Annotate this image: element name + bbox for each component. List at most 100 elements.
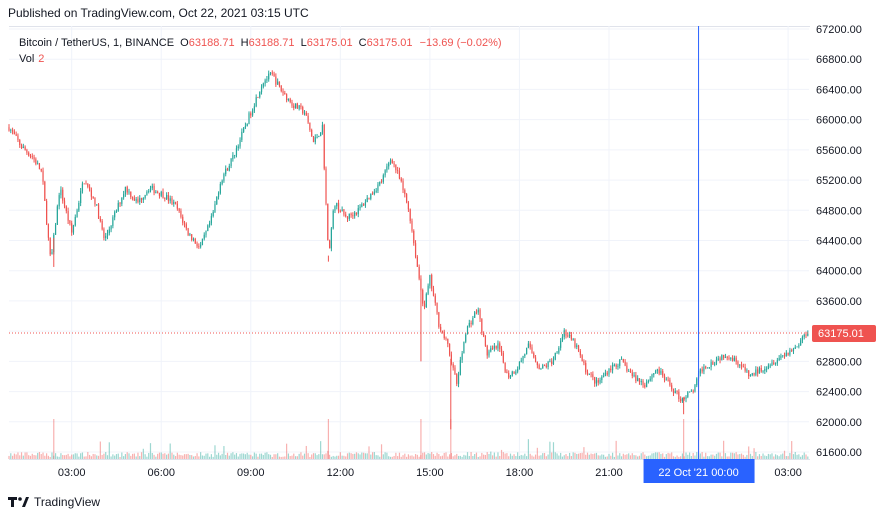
volume-bar (617, 455, 619, 459)
volume-bar (515, 456, 517, 459)
volume-bar (314, 453, 316, 459)
volume-bar (63, 455, 66, 459)
candle-body (803, 334, 805, 337)
volume-bar (690, 456, 692, 459)
volume-bar (137, 452, 139, 459)
volume-bar (610, 455, 612, 459)
candle-body (491, 348, 494, 350)
candle-body (51, 252, 53, 255)
volume-bar (572, 452, 574, 459)
candle-body (595, 380, 598, 384)
volume-bar (558, 455, 560, 459)
volume-bar (140, 452, 143, 459)
volume-bar (207, 453, 209, 459)
volume-bar (382, 454, 384, 459)
candle-body (157, 191, 159, 193)
volume-bar (780, 454, 782, 459)
volume-bar (676, 455, 678, 459)
candle-body (268, 73, 270, 80)
candle-body (517, 368, 519, 372)
volume-bar (588, 454, 590, 459)
volume-bar (547, 454, 549, 459)
volume-bar (167, 453, 170, 459)
volume-bar (694, 455, 696, 459)
candle-body (208, 223, 211, 226)
volume-bar (751, 455, 753, 459)
candle-body (379, 181, 381, 185)
candle-body (407, 202, 410, 210)
volume-bar (796, 454, 798, 459)
candle-body (608, 368, 610, 375)
volume-bar (364, 453, 367, 459)
candle-body (253, 106, 255, 111)
symbol-name[interactable]: Bitcoin / TetherUS, 1, BINANCE (19, 37, 175, 49)
volume-bar (370, 454, 372, 459)
close-label: C (358, 37, 367, 49)
volume-bar (447, 456, 449, 459)
volume-bar (468, 456, 470, 459)
candle-body (466, 326, 469, 335)
candle-body (706, 367, 709, 369)
candle-body (766, 368, 768, 370)
close-value: 63175.01 (366, 37, 413, 49)
candle-body (101, 220, 103, 230)
candle-body (744, 366, 746, 371)
candle-body (590, 373, 592, 375)
volume-bar (782, 453, 784, 459)
volume-bar (307, 453, 309, 459)
volume-bar (671, 452, 673, 459)
volume-bar (554, 452, 556, 459)
volume-bar (380, 444, 383, 459)
candle-body (540, 368, 542, 370)
candle-body (479, 309, 481, 319)
volume-bar (443, 452, 445, 459)
candle-body (166, 195, 168, 199)
candle-body (337, 202, 340, 212)
volume-bar (565, 454, 567, 459)
volume-bar (198, 456, 200, 459)
candle-body (576, 345, 578, 347)
candle-body (637, 378, 639, 382)
candle-body (792, 348, 795, 352)
legend-ohlc-row: Bitcoin / TetherUS, 1, BINANCE O63188.71… (19, 35, 502, 51)
volume-bar (506, 453, 508, 459)
volume-bar (232, 452, 234, 459)
candle-body (807, 333, 809, 336)
volume-bar (268, 454, 270, 459)
candle-body (35, 159, 37, 165)
candle-body (552, 359, 555, 364)
candle-body (325, 168, 327, 204)
volume-bar (293, 453, 295, 459)
candle-body (239, 139, 241, 147)
candle-body (17, 135, 19, 141)
volume-bar (642, 452, 644, 459)
candle-body (151, 185, 153, 189)
volume-bar (189, 455, 191, 459)
volume-label[interactable]: Vol (19, 53, 35, 65)
volume-bar (688, 452, 691, 459)
candle-body (543, 365, 546, 367)
candle-body (131, 197, 134, 199)
candle-body (472, 317, 474, 325)
candle-body (81, 183, 84, 192)
volume-bar (133, 453, 135, 459)
candle-body (739, 364, 741, 366)
volume-bar (174, 456, 177, 459)
volume-bar (404, 453, 406, 459)
volume-bar (567, 456, 569, 459)
high-value: 63188.71 (248, 37, 295, 49)
candle-body (735, 357, 737, 362)
volume-bar (244, 454, 247, 459)
volume-bar (450, 419, 452, 459)
footer-brand[interactable]: TradingView (8, 495, 100, 509)
volume-bar (590, 453, 592, 459)
candle-body (257, 97, 259, 99)
candle-body (434, 295, 436, 303)
candle-body (431, 275, 433, 289)
candle-body (583, 360, 585, 364)
candle-body (214, 204, 216, 212)
candle-body (162, 191, 164, 198)
volume-bar (771, 453, 773, 459)
volume-bar (803, 452, 805, 459)
